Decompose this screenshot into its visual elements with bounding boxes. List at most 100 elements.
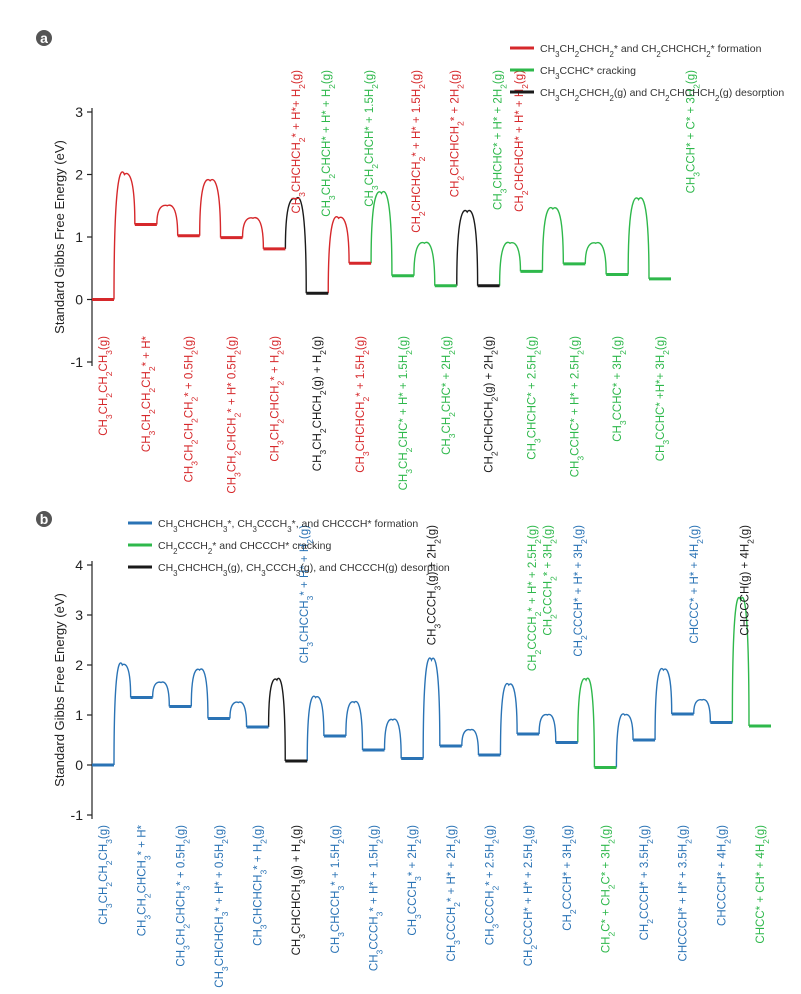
state-label: CH3CH2CHCH2* + H2(g) xyxy=(269,336,285,462)
intermediate-annotation: CH2CCCH2* + H* + 2.5H2(g) xyxy=(527,525,543,671)
transition-curve xyxy=(627,197,650,279)
transition-curve xyxy=(345,700,364,751)
legend-label: CH3CH2CHCH2(g) and CH2CHCHCH2(g) desorpt… xyxy=(540,87,784,103)
intermediate-annotation: CH3CCCH3(g) + 2H2(g) xyxy=(426,525,442,645)
y-axis-title: Standard Gibbs Free Energy (eV) xyxy=(52,140,67,334)
y-tick-label: 0 xyxy=(75,292,83,308)
legend-label: CH2CCCH2* and CHCCCH* cracking xyxy=(158,540,331,556)
panel-label: b xyxy=(40,511,49,527)
y-tick-label: 3 xyxy=(75,607,83,623)
state-label: CH3CHCHCH3* + H2(g) xyxy=(253,825,269,946)
state-label: CH2CCCH* + 3.5H2(g) xyxy=(639,825,655,941)
panel-a-energy-profile: a -1 0 1 2 3 Standard Gibbs Free Energy (eV) CH… xyxy=(36,30,784,494)
state-label: CH2CCCH* + H* + 2.5H2(g) xyxy=(523,825,539,966)
state-label: CH3CHCHCH3* + H* + 0.5H2(g) xyxy=(214,825,230,988)
y-tick-label: -1 xyxy=(71,807,84,823)
transition-curve xyxy=(113,171,136,300)
transition-curve xyxy=(654,667,673,741)
transition-curve xyxy=(499,682,518,756)
state-label: CH3CCCH2* + H* + 2H2(g) xyxy=(446,825,462,962)
state-label: CH3CH2CHCH3* + 0.5H2(g) xyxy=(175,825,191,967)
panel-b-energy-profile: b -1 0 1 2 3 4 Standard Gibbs Free Energy (eV) C… xyxy=(36,511,771,988)
state-label: CH3CHCHCH3(g) + H2(g) xyxy=(291,825,307,956)
transition-curve xyxy=(498,241,522,286)
state-label: CH3CH2CH2CH3(g) xyxy=(98,825,114,925)
intermediate-annotation: CH2CCCH* + H* + 3H2(g) xyxy=(573,525,589,657)
state-label: CH3CCHC* + H* + 2.5H2(g) xyxy=(569,336,585,477)
transition-curve xyxy=(584,241,607,275)
legend-label: CH3CH2CHCH2* and CH2CHCHCH2* formation xyxy=(540,43,762,59)
transition-curve xyxy=(422,657,441,759)
transition-curve xyxy=(113,662,132,766)
panel-label: a xyxy=(40,30,48,46)
y-tick-label: 1 xyxy=(75,707,83,723)
state-label: CH3CH2CHC* + H* + 1.5H2(g) xyxy=(398,336,414,491)
state-label: CH3CH2CHCH2(g) + H2(g) xyxy=(312,336,328,471)
state-label: CH3CCCH2* + 2.5H2(g) xyxy=(484,825,500,945)
state-label: CH3CH2CH2CH2* + 0.5H2(g) xyxy=(184,336,200,483)
panel-label-badge xyxy=(36,30,52,46)
transition-curve xyxy=(693,698,712,723)
state-label: CH3CHCHCH2* + 1.5H2(g) xyxy=(355,336,371,473)
y-tick-label: 3 xyxy=(75,104,83,120)
y-tick-label: 4 xyxy=(75,557,83,573)
intermediate-annotation: CHCCCH(g) + 4H2(g) xyxy=(739,525,755,636)
state-label: CH2CHCHCH2(g) + 2H2(g) xyxy=(484,336,500,473)
legend-label: CH3CHCHCH3*, CH3CCCH3*, and CHCCCH* form… xyxy=(158,518,418,534)
transition-curve xyxy=(577,677,596,768)
intermediate-annotation: CH3CHCCH3* + H* + H2(g) xyxy=(299,525,315,664)
transition-curve xyxy=(190,668,209,719)
transition-curve xyxy=(383,718,402,759)
state-label: CH3CH2CH2CH3(g) xyxy=(98,336,114,436)
intermediate-annotation: CH2CHCHCH2* + 2H2(g) xyxy=(450,70,466,197)
state-label: CHCC* + CH* + 4H2(g) xyxy=(755,825,771,944)
transition-curve xyxy=(541,206,565,272)
transition-curve xyxy=(267,677,286,762)
intermediate-annotation: CHCCC* + H* + 4H2(g) xyxy=(689,525,705,644)
intermediate-annotation: CH3CHCHC* + H* + 2H2(g) xyxy=(492,70,508,210)
state-label: CH3CHCHC* + 2.5H2(g) xyxy=(526,336,542,460)
state-label: CHCCCH* + 4H2(g) xyxy=(716,825,732,926)
intermediate-annotation: CH2CHCHCH2* + H* + 1.5H2(g) xyxy=(411,70,427,233)
y-tick-label: 2 xyxy=(75,167,83,183)
intermediate-annotation: CH3CH2CHCH* + H* + H2(g) xyxy=(321,70,337,217)
panel-label-badge xyxy=(36,511,52,527)
transition-curve xyxy=(456,209,479,286)
state-label: CH2CCCH* + 3H2(g) xyxy=(562,825,578,931)
state-label: CHCCCH* + H* + 3.5H2(g) xyxy=(678,825,694,962)
state-label: CH3CCCH3* + H* + 1.5H2(g) xyxy=(369,825,385,971)
transition-curve xyxy=(198,178,222,238)
state-label: CH3CCHC* + 3H2(g) xyxy=(612,336,628,442)
legend-label: CH3CHCHCH3(g), CH3CCCH3(g), and CHCCCH(g… xyxy=(158,562,450,578)
transition-curve xyxy=(306,695,325,762)
state-label: CH3CCCH3* + 2H2(g) xyxy=(407,825,423,936)
transition-curve xyxy=(731,596,750,727)
state-label: CH3CCHC* +H*+ 3H2(g) xyxy=(655,336,671,461)
intermediate-annotation: CH3CH2CHCH* + 1.5H2(g) xyxy=(364,70,380,207)
intermediate-annotation: CH2CHCHCH* + H* + H2(g) xyxy=(514,70,530,212)
transition-curve xyxy=(151,681,170,707)
transition-curve xyxy=(156,204,179,236)
intermediate-annotation: CH3CCH* + C* + 3H2(g) xyxy=(685,70,701,194)
intermediate-annotation: CH2CCCH2* + 3H2(g) xyxy=(542,525,558,636)
transition-curve xyxy=(370,190,393,276)
transition-curve xyxy=(241,216,265,249)
transition-curve xyxy=(229,701,248,728)
legend-label: CH3CCHC* cracking xyxy=(540,65,636,81)
state-label: CH2C* + CH2C* + 3H2(g) xyxy=(600,825,616,953)
transition-curve xyxy=(615,713,634,768)
transition-curve xyxy=(538,713,557,743)
state-label: CH3CH2CHC* + 2H2(g) xyxy=(441,336,457,455)
y-tick-label: 0 xyxy=(75,757,83,773)
transition-curve xyxy=(413,241,436,286)
intermediate-annotation: CH3CHCHCH2* + H*+ H2(g) xyxy=(291,70,307,214)
state-label: CH3CH2CH2CH2* + H* xyxy=(141,335,157,452)
state-label: CH3CH2CHCH2* + H* 0.5H2(g) xyxy=(227,336,243,494)
y-tick-label: 1 xyxy=(75,229,83,245)
y-axis-title: Standard Gibbs Free Energy (eV) xyxy=(52,593,67,787)
state-label: CH3CH2CHCH3* + H* xyxy=(137,824,153,936)
y-tick-label: 2 xyxy=(75,657,83,673)
y-tick-label: -1 xyxy=(71,354,84,370)
transition-curve xyxy=(461,728,480,756)
